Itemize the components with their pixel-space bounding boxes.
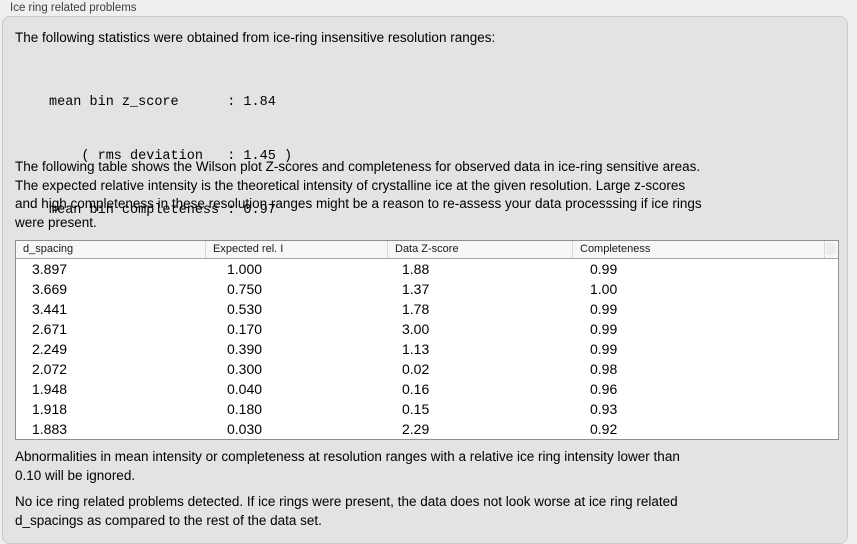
table-row[interactable]: 2.671 0.170 3.00 0.99 [16,319,838,339]
cell-completeness: 0.98 [590,361,618,377]
description-line: The expected relative intensity is the t… [15,177,686,193]
cell-z-score: 1.88 [402,261,430,277]
cell-z-score: 1.37 [402,281,430,297]
cell-d-spacing: 3.441 [32,301,68,317]
cell-z-score: 0.15 [402,401,430,417]
conclusion-line: d_spacings as compared to the rest of th… [15,512,322,528]
cell-d-spacing: 3.669 [32,281,68,297]
cell-completeness: 0.99 [590,301,618,317]
cell-completeness: 0.96 [590,381,618,397]
abnormalities-line: 0.10 will be ignored. [15,467,136,483]
conclusion-line: No ice ring related problems detected. I… [15,494,678,509]
cell-completeness: 1.00 [590,281,618,297]
conclusion-note: No ice ring related problems detected. I… [15,493,678,530]
cell-d-spacing: 3.897 [32,261,68,277]
header-scroll-corner [826,243,836,255]
table-row[interactable]: 1.948 0.040 0.16 0.96 [16,379,838,399]
cell-expected-i: 0.390 [227,341,263,357]
cell-expected-i: 0.300 [227,361,263,377]
table-header-row: d_spacing Expected rel. I Data Z-score C… [16,241,838,259]
cell-expected-i: 0.530 [227,301,263,317]
cell-expected-i: 0.170 [227,321,263,337]
table-row[interactable]: 2.249 0.390 1.13 0.99 [16,339,838,359]
cell-d-spacing: 1.918 [32,401,68,417]
cell-d-spacing: 2.671 [32,321,68,337]
cell-completeness: 0.99 [590,341,618,357]
table-row[interactable]: 1.918 0.180 0.15 0.93 [16,399,838,419]
cell-expected-i: 1.000 [227,261,263,277]
stats-line: mean bin completeness : 0.97 [49,203,276,218]
cell-z-score: 3.00 [402,321,430,337]
column-header-z-score[interactable]: Data Z-score [387,241,572,258]
stats-line: ( rms deviation : 1.45 ) [49,149,293,164]
cell-z-score: 0.02 [402,361,430,377]
cell-d-spacing: 2.249 [32,341,68,357]
cell-d-spacing: 1.948 [32,381,68,397]
cell-completeness: 0.99 [590,261,618,277]
group-box-title: Ice ring related problems [10,2,137,14]
cell-expected-i: 0.180 [227,401,263,417]
cell-expected-i: 0.750 [227,281,263,297]
cell-z-score: 2.29 [402,421,430,437]
cell-z-score: 1.78 [402,301,430,317]
table-row[interactable]: 3.897 1.000 1.88 0.99 [16,259,838,279]
column-header-completeness[interactable]: Completeness [572,241,824,258]
column-header-expected-i[interactable]: Expected rel. I [205,241,387,258]
ice-ring-panel: The following statistics were obtained f… [2,16,848,544]
cell-d-spacing: 1.883 [32,421,68,437]
cell-expected-i: 0.030 [227,421,263,437]
table-row[interactable]: 1.883 0.030 2.29 0.92 [16,419,838,439]
table-row[interactable]: 3.669 0.750 1.37 1.00 [16,279,838,299]
cell-z-score: 1.13 [402,341,430,357]
description-line: The following table shows the Wilson plo… [15,159,701,174]
cell-completeness: 0.99 [590,321,618,337]
table-row[interactable]: 2.072 0.300 0.02 0.98 [16,359,838,379]
abnormalities-note: Abnormalities in mean intensity or compl… [15,448,680,485]
cell-z-score: 0.16 [402,381,430,397]
ice-ring-table: d_spacing Expected rel. I Data Z-score C… [15,240,839,440]
description-line: and high completeness in these resolutio… [15,196,702,211]
cell-d-spacing: 2.072 [32,361,68,377]
column-header-spacer [824,241,838,258]
table-row[interactable]: 3.441 0.530 1.78 0.99 [16,299,838,319]
column-header-d-spacing[interactable]: d_spacing [23,243,74,255]
description-paragraph: The following table shows the Wilson plo… [15,158,702,232]
abnormalities-line: Abnormalities in mean intensity or compl… [15,449,680,464]
cell-completeness: 0.92 [590,421,618,437]
cell-expected-i: 0.040 [227,381,263,397]
cell-completeness: 0.93 [590,401,618,417]
intro-text: The following statistics were obtained f… [15,30,496,45]
stats-line: mean bin z_score : 1.84 [49,95,276,110]
description-line: were present. [15,214,97,230]
